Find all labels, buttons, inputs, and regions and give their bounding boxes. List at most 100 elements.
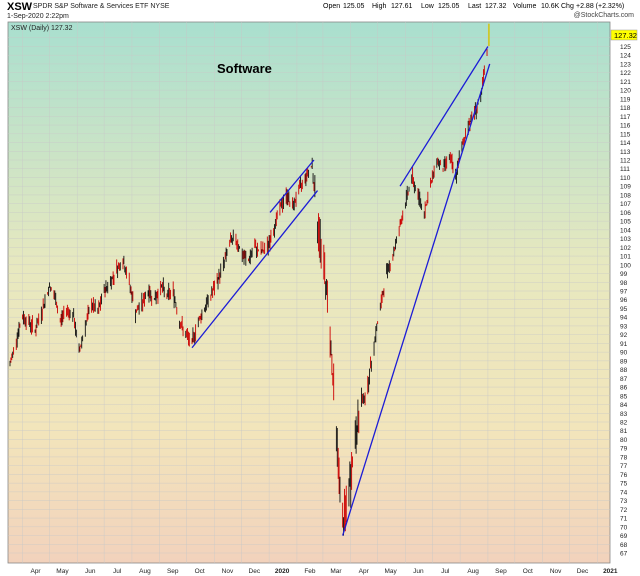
y-tick-label: 76: [620, 472, 628, 479]
y-tick-label: 88: [620, 367, 628, 374]
x-tick-label: Apr: [30, 568, 41, 575]
y-tick-label: 106: [620, 210, 631, 217]
y-tick-label: 84: [620, 402, 628, 409]
open-value: 125.05: [343, 3, 365, 10]
y-tick-label: 112: [620, 158, 631, 165]
y-tick-label: 120: [620, 88, 631, 95]
y-tick-label: 89: [620, 358, 628, 365]
x-tick-label: Aug: [139, 568, 151, 575]
y-tick-label: 75: [620, 481, 628, 488]
trend-line: [191, 190, 319, 349]
y-tick-label: 74: [620, 489, 628, 496]
x-tick-label: Feb: [304, 568, 316, 575]
x-tick-label: Oct: [195, 568, 205, 575]
y-tick-label: 97: [620, 289, 628, 296]
low-label: Low: [421, 3, 434, 10]
last-label: Last: [468, 3, 482, 10]
quote-date: 1-Sep-2020 2:22pm: [7, 13, 69, 20]
y-tick-label: 109: [620, 184, 631, 191]
y-tick-label: 69: [620, 533, 628, 540]
y-tick-label: 93: [620, 323, 628, 330]
y-tick-label: 98: [620, 280, 628, 287]
y-tick-label: 123: [620, 61, 631, 68]
x-tick-label: Dec: [249, 568, 261, 575]
y-tick-label: 118: [620, 105, 631, 112]
y-tick-label: 99: [620, 271, 628, 278]
y-tick-label: 108: [620, 192, 631, 199]
ticker-symbol: XSW: [7, 1, 33, 13]
y-tick-label: 72: [620, 507, 628, 514]
x-tick-label: Nov: [222, 568, 234, 575]
x-tick-label: Apr: [359, 568, 370, 575]
x-tick-label: 2020: [275, 568, 290, 575]
open-label: Open: [323, 3, 341, 10]
y-tick-label: 80: [620, 437, 628, 444]
x-tick-label: Oct: [523, 568, 533, 575]
y-tick-label: 103: [620, 236, 631, 243]
y-tick-label: 111: [620, 166, 630, 173]
x-tick-label: Sep: [495, 568, 507, 575]
y-tick-label: 122: [620, 70, 631, 77]
y-tick-label: 119: [620, 96, 631, 103]
y-tick-label: 121: [620, 79, 631, 86]
y-tick-label: 67: [620, 551, 628, 558]
y-tick-label: 110: [620, 175, 631, 182]
grid-lines: [8, 22, 610, 563]
y-tick-label: 77: [620, 463, 628, 470]
y-tick-label: 78: [620, 454, 628, 461]
x-tick-label: Nov: [550, 568, 562, 575]
legend-label: XSW (Daily) 127.32: [11, 25, 73, 32]
y-tick-label: 90: [620, 350, 628, 357]
y-tick-label: 125: [620, 44, 631, 51]
plot-background: [7, 21, 611, 564]
x-tick-label: Jul: [113, 568, 122, 575]
x-tick-label: 2021: [603, 568, 618, 575]
trend-line: [399, 46, 489, 187]
last-value: 127.32: [485, 3, 507, 10]
y-tick-label: 124: [620, 53, 631, 60]
volume-value: 10.6K: [541, 3, 560, 10]
trend-line: [269, 159, 315, 213]
x-tick-label: Jul: [441, 568, 450, 575]
y-tick-label: 87: [620, 376, 628, 383]
y-tick-label: 71: [620, 516, 628, 523]
y-tick-label: 115: [620, 131, 631, 138]
x-tick-label: May: [384, 568, 397, 575]
y-tick-label: 104: [620, 227, 631, 234]
y-tick-label: 105: [620, 219, 631, 226]
x-tick-label: May: [56, 568, 69, 575]
y-tick-label: 107: [620, 201, 631, 208]
y-tick-label: 96: [620, 297, 628, 304]
stockcharts-watermark: @StockCharts.com: [573, 12, 634, 19]
fund-name: SPDR S&P Software & Services ETF NYSE: [33, 3, 169, 10]
chart-title: Software: [217, 61, 272, 76]
x-tick-label: Jun: [85, 568, 96, 575]
y-tick-label: 95: [620, 306, 628, 313]
chg-label: Chg: [561, 3, 574, 10]
y-axis: 6768697071727374757677787980818283848586…: [620, 35, 631, 557]
y-tick-label: 94: [620, 315, 628, 322]
y-tick-label: 70: [620, 524, 628, 531]
y-tick-label: 83: [620, 411, 628, 418]
y-tick-label: 81: [620, 428, 628, 435]
y-tick-label: 114: [620, 140, 631, 147]
last-price-label: 127.32: [614, 31, 637, 40]
x-tick-label: Aug: [467, 568, 479, 575]
y-tick-label: 86: [620, 385, 628, 392]
chg-value: +2.88 (+2.32%): [576, 3, 625, 10]
x-tick-label: Jun: [413, 568, 424, 575]
x-axis: Apr May Jun Jul Aug Sep Oct Nov Dec 2020 Feb Mar Apr…: [30, 568, 617, 575]
x-tick-label: Sep: [167, 568, 179, 575]
low-value: 125.05: [438, 3, 460, 10]
exchange-name: NYSE: [150, 3, 170, 10]
high-label: High: [372, 3, 387, 10]
y-tick-label: 101: [620, 254, 631, 261]
y-tick-label: 113: [620, 149, 631, 156]
price-bars: [9, 23, 490, 536]
chart-header: XSW SPDR S&P Software & Services ETF NYS…: [0, 0, 640, 22]
y-tick-label: 116: [620, 123, 631, 130]
trend-line: [342, 63, 491, 536]
x-tick-label: Mar: [330, 568, 342, 575]
y-tick-label: 91: [620, 341, 628, 348]
